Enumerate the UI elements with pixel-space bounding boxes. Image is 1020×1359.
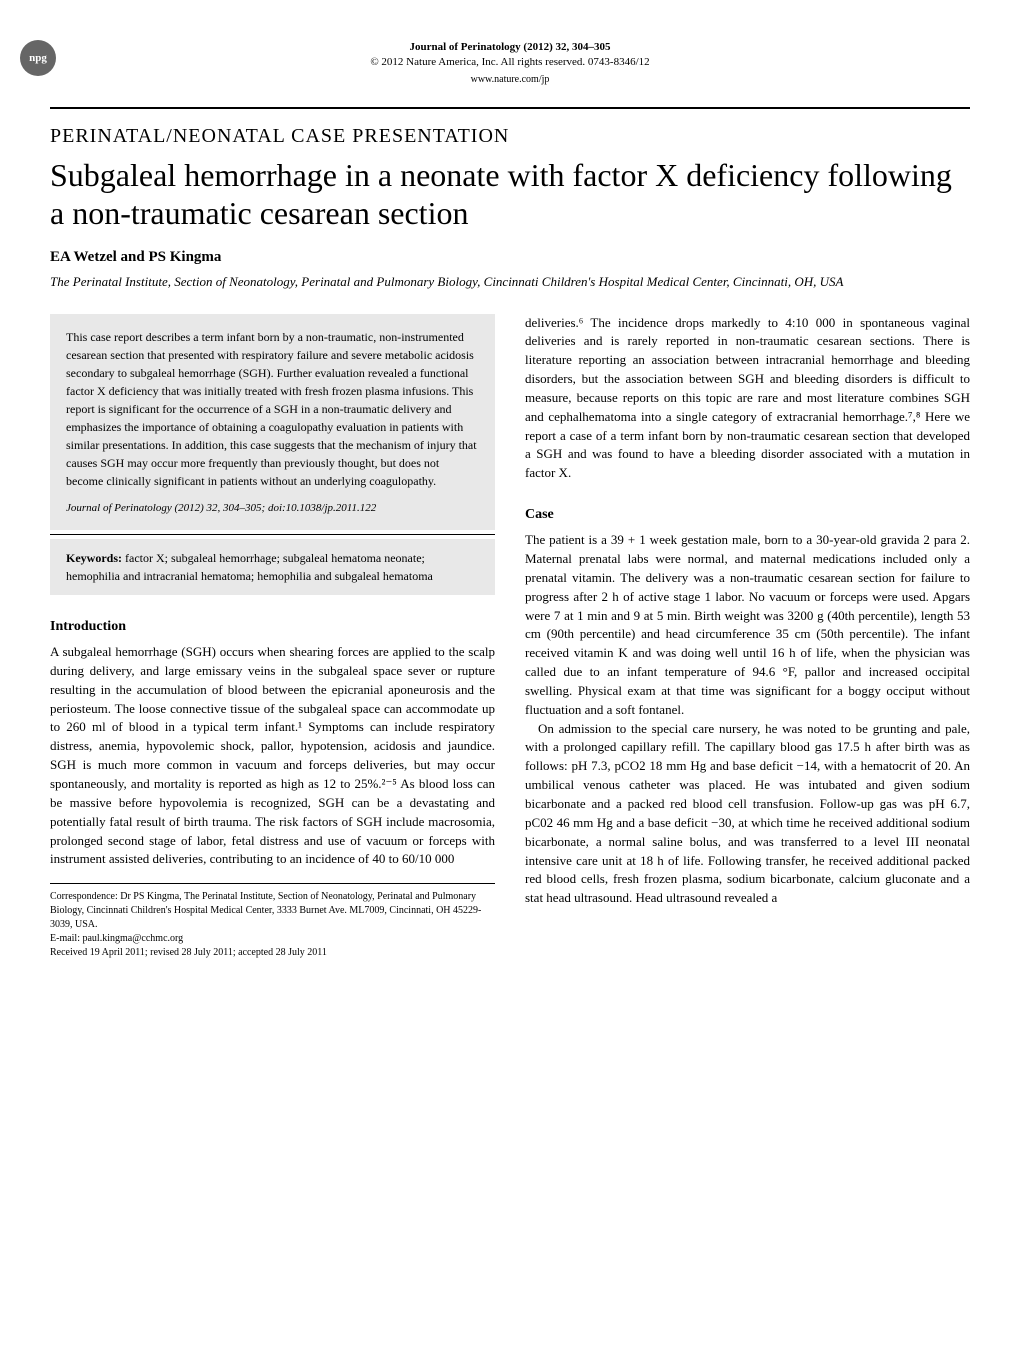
journal-info: Journal of Perinatology (2012) 32, 304–3… bbox=[50, 40, 970, 87]
case-paragraph-1: The patient is a 39 + 1 week gestation m… bbox=[525, 531, 970, 719]
correspondence-email: E-mail: paul.kingma@cchmc.org bbox=[50, 932, 495, 946]
correspondence-address: Correspondence: Dr PS Kingma, The Perina… bbox=[50, 890, 495, 932]
abstract-citation: Journal of Perinatology (2012) 32, 304–3… bbox=[66, 500, 479, 517]
journal-line: Journal of Perinatology (2012) 32, 304–3… bbox=[409, 41, 610, 53]
page-header: npg Journal of Perinatology (2012) 32, 3… bbox=[50, 40, 970, 87]
intro-paragraph-1: A subgaleal hemorrhage (SGH) occurs when… bbox=[50, 643, 495, 869]
keywords-box: Keywords: factor X; subgaleal hemorrhage… bbox=[50, 539, 495, 595]
case-paragraph-2: On admission to the special care nursery… bbox=[525, 720, 970, 908]
left-column: This case report describes a term infant… bbox=[50, 314, 495, 961]
introduction-heading: Introduction bbox=[50, 619, 495, 635]
correspondence-block: Correspondence: Dr PS Kingma, The Perina… bbox=[50, 890, 495, 960]
journal-url: www.nature.com/jp bbox=[50, 73, 970, 87]
affiliation: The Perinatal Institute, Section of Neon… bbox=[50, 274, 970, 290]
case-heading: Case bbox=[525, 507, 970, 523]
intro-paragraph-2: deliveries.⁶ The incidence drops markedl… bbox=[525, 314, 970, 484]
article-title: Subgaleal hemorrhage in a neonate with f… bbox=[50, 156, 970, 233]
keywords-label: Keywords: bbox=[66, 551, 122, 565]
abstract-box: This case report describes a term infant… bbox=[50, 314, 495, 531]
correspondence-divider bbox=[50, 883, 495, 884]
two-column-layout: This case report describes a term infant… bbox=[50, 314, 970, 961]
section-label: PERINATAL/NEONATAL CASE PRESENTATION bbox=[50, 125, 970, 148]
case-body: The patient is a 39 + 1 week gestation m… bbox=[525, 531, 970, 908]
introduction-body-right: deliveries.⁶ The incidence drops markedl… bbox=[525, 314, 970, 484]
introduction-body-left: A subgaleal hemorrhage (SGH) occurs when… bbox=[50, 643, 495, 869]
keywords-text: factor X; subgaleal hemorrhage; subgalea… bbox=[66, 551, 433, 583]
npg-logo: npg bbox=[20, 40, 56, 76]
right-column: deliveries.⁶ The incidence drops markedl… bbox=[525, 314, 970, 961]
abstract-divider bbox=[50, 534, 495, 535]
authors: EA Wetzel and PS Kingma bbox=[50, 249, 970, 266]
abstract-text: This case report describes a term infant… bbox=[66, 330, 477, 488]
correspondence-dates: Received 19 April 2011; revised 28 July … bbox=[50, 946, 495, 960]
copyright-line: © 2012 Nature America, Inc. All rights r… bbox=[370, 56, 649, 68]
header-divider bbox=[50, 107, 970, 109]
